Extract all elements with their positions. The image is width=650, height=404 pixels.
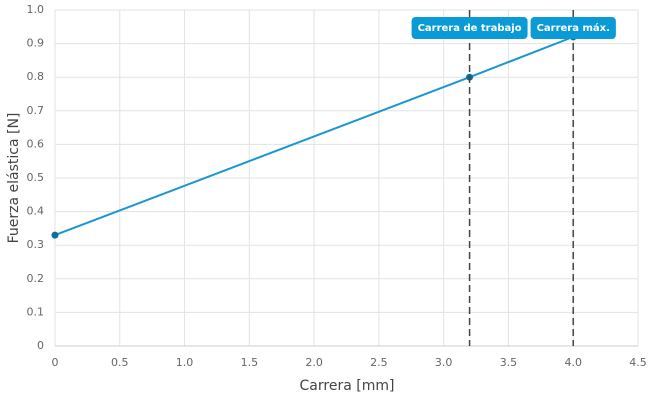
y-tick-label: 0.7 xyxy=(27,104,45,117)
x-tick-label: 1.5 xyxy=(241,356,259,369)
x-tick-label: 2.5 xyxy=(370,356,388,369)
x-tick-label: 3.0 xyxy=(435,356,453,369)
y-tick-label: 0.6 xyxy=(27,137,45,150)
y-tick-label: 0.2 xyxy=(27,272,45,285)
y-tick-label: 0.8 xyxy=(27,70,45,83)
y-tick-label: 0.5 xyxy=(27,171,45,184)
annotation-label: Carrera máx. xyxy=(537,22,610,34)
x-tick-label: 4.5 xyxy=(629,356,647,369)
annotation-box xyxy=(530,17,616,39)
y-tick-label: 0.4 xyxy=(27,205,45,218)
x-tick-label: 0.5 xyxy=(111,356,129,369)
y-tick-label: 0 xyxy=(37,339,44,352)
y-tick-label: 0.9 xyxy=(27,37,45,50)
annotation-box xyxy=(411,17,528,39)
x-tick-label: 4.0 xyxy=(564,356,582,369)
x-tick-label: 0 xyxy=(52,356,59,369)
x-axis-title: Carrera [mm] xyxy=(300,378,395,394)
y-tick-label: 0.1 xyxy=(27,305,45,318)
x-tick-label: 2.0 xyxy=(305,356,323,369)
point xyxy=(51,231,59,239)
x-tick-label: 3.5 xyxy=(500,356,518,369)
y-tick-label: 0.3 xyxy=(27,238,45,251)
y-tick-label: 1.0 xyxy=(27,3,45,16)
y-axis-title: Fuerza elástica [N] xyxy=(6,113,22,244)
x-tick-label: 1.0 xyxy=(176,356,194,369)
annotation-label: Carrera de trabajo xyxy=(418,23,522,34)
